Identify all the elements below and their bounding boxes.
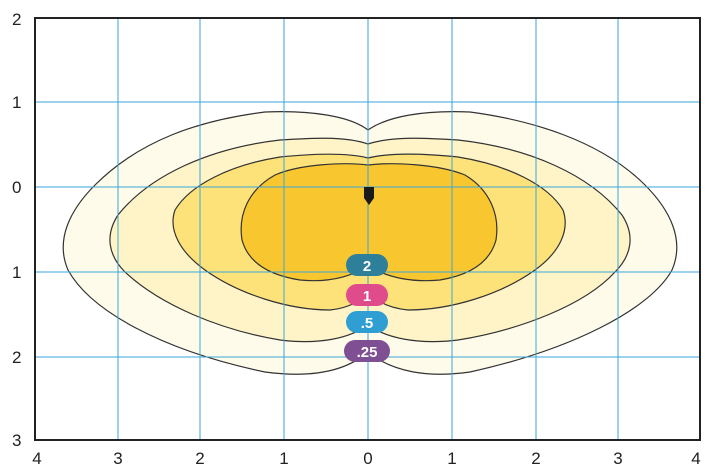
x-tick-label: 4 — [32, 449, 41, 468]
luminaire-marker — [364, 187, 374, 205]
x-tick-label: 3 — [613, 449, 622, 468]
y-tick-label: 1 — [12, 263, 21, 282]
badge-label: 1 — [363, 288, 371, 305]
badge-level-1: 1 — [346, 284, 388, 306]
x-tick-label: 1 — [279, 449, 288, 468]
badge-level-2: 2 — [346, 254, 388, 276]
badge-label: 2 — [363, 258, 371, 275]
contour-fills — [62, 111, 678, 375]
x-tick-label: 2 — [531, 449, 540, 468]
y-tick-label: 3 — [12, 431, 21, 450]
y-axis-labels: 2 1 0 1 2 3 — [12, 10, 21, 450]
x-tick-label: 3 — [113, 449, 122, 468]
x-tick-label: 0 — [363, 449, 372, 468]
badge-level-025: .25 — [344, 340, 390, 362]
y-tick-label: 0 — [12, 178, 21, 197]
y-tick-label: 1 — [12, 93, 21, 112]
x-tick-label: 1 — [447, 449, 456, 468]
plot-frame — [34, 17, 701, 441]
badge-label: .25 — [357, 344, 378, 361]
badge-label: .5 — [361, 315, 374, 332]
y-tick-label: 2 — [12, 10, 21, 29]
y-tick-label: 2 — [12, 348, 21, 367]
contour-badges: 2 1 .5 .25 — [344, 254, 390, 362]
x-axis-labels: 4 3 2 1 0 1 2 3 4 — [32, 449, 700, 468]
x-tick-label: 2 — [195, 449, 204, 468]
x-tick-label: 4 — [691, 449, 700, 468]
badge-level-05: .5 — [346, 311, 388, 333]
